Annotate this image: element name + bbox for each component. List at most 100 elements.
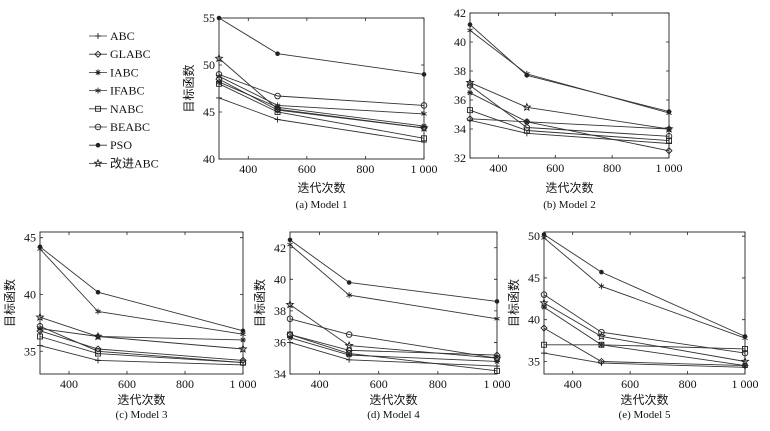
- x-axis-label: 迭代次数: [620, 392, 668, 407]
- data-point: [421, 110, 427, 117]
- data-point: [742, 362, 748, 369]
- data-point: [465, 77, 475, 87]
- x-tick-label: 600: [370, 377, 388, 391]
- data-point: [598, 283, 605, 290]
- data-point: [216, 15, 222, 21]
- series: [467, 107, 672, 144]
- y-tick-label: 35: [24, 344, 36, 358]
- data-point: [274, 92, 281, 100]
- series: [287, 241, 500, 322]
- data-point: [540, 324, 548, 332]
- data-point: [597, 357, 606, 366]
- series: [216, 73, 427, 117]
- series-line: [543, 327, 746, 367]
- legend-marker: [95, 142, 101, 148]
- series-line: [289, 334, 498, 372]
- legend-item: 改进ABC: [89, 156, 159, 170]
- legend-label: GLABC: [110, 47, 151, 61]
- data-point: [492, 353, 502, 363]
- series: [35, 312, 248, 353]
- data-point: [275, 51, 280, 57]
- x-tick-label: 800: [603, 161, 621, 175]
- data-point: [216, 80, 222, 87]
- data-point: [665, 132, 673, 140]
- series: [467, 117, 672, 147]
- y-tick-label: 50: [203, 58, 215, 72]
- series-line: [39, 328, 244, 341]
- x-tick-label: 800: [356, 162, 374, 176]
- legend-marker: [95, 69, 101, 76]
- legend-item: PSO: [89, 138, 132, 152]
- data-point: [36, 323, 44, 330]
- x-tick-label: 400: [489, 161, 507, 175]
- x-axis-label: 迭代次数: [369, 392, 417, 407]
- series-line: [289, 304, 498, 359]
- legend-marker: [95, 105, 101, 112]
- x-tick-label: 400: [564, 377, 582, 391]
- y-tick-label: 34: [274, 367, 286, 381]
- chart-panel: 400 600 800 1 000 35 40 45 迭代次数 目标函数 (c) Model 3: [2, 231, 257, 421]
- series: [541, 350, 748, 371]
- legend-label: NABC: [110, 102, 143, 116]
- series: [216, 94, 427, 146]
- plot-frame: [39, 231, 244, 375]
- series-line: [218, 58, 425, 129]
- data-point: [742, 345, 748, 352]
- series-line: [39, 325, 244, 364]
- series-line: [469, 92, 670, 130]
- y-tick-label: 40: [454, 35, 466, 49]
- data-point: [274, 102, 281, 109]
- x-tick-label: 1 000: [656, 161, 683, 175]
- y-tick-label: 34: [454, 122, 466, 136]
- x-axis-label: 迭代次数: [297, 180, 345, 195]
- legend-label: BEABC: [110, 120, 150, 134]
- legend-item: GLABC: [89, 47, 151, 61]
- y-tick-label: 40: [274, 272, 286, 286]
- data-point: [239, 356, 247, 365]
- series: [37, 244, 246, 334]
- y-axis-label: 目标函数: [506, 279, 521, 327]
- series-line: [218, 73, 425, 106]
- series-line: [39, 248, 244, 335]
- series: [37, 246, 246, 338]
- data-point: [238, 344, 248, 353]
- data-point: [541, 304, 547, 311]
- x-tick-label: 600: [118, 377, 136, 391]
- data-point: [421, 135, 427, 142]
- data-point: [494, 315, 500, 322]
- series: [36, 327, 247, 365]
- legend-marker: [95, 87, 101, 94]
- series-line: [544, 344, 746, 350]
- y-tick-label: 40: [528, 313, 540, 327]
- data-point: [344, 340, 354, 350]
- series-line: [469, 30, 670, 114]
- data-point: [285, 299, 295, 309]
- x-tick-label: 400: [311, 377, 329, 391]
- series-line: [469, 85, 670, 137]
- data-point: [666, 137, 672, 144]
- legend-marker: [93, 158, 103, 168]
- data-point: [214, 53, 224, 63]
- series: [541, 341, 748, 352]
- x-tick-label: 1 000: [484, 377, 511, 391]
- x-tick-label: 1 000: [230, 377, 257, 391]
- data-point: [95, 308, 101, 315]
- data-point: [494, 299, 500, 304]
- data-point: [741, 349, 749, 357]
- data-point: [37, 244, 43, 250]
- series: [286, 330, 501, 359]
- series-line: [543, 306, 746, 367]
- series-line: [543, 234, 746, 337]
- data-point: [494, 367, 500, 374]
- data-point: [524, 73, 530, 78]
- data-point: [466, 115, 474, 123]
- series: [287, 331, 500, 374]
- data-point: [419, 123, 429, 132]
- y-tick-label: 45: [24, 231, 36, 245]
- x-axis-label: 迭代次数: [117, 392, 165, 407]
- legend-item: BEABC: [89, 120, 150, 134]
- y-tick-label: 40: [24, 287, 36, 301]
- chart-panel: 400 600 800 1 000 40 45 50 55 迭代次数 目标函数 (a) Model …: [181, 11, 438, 211]
- data-point: [287, 237, 293, 243]
